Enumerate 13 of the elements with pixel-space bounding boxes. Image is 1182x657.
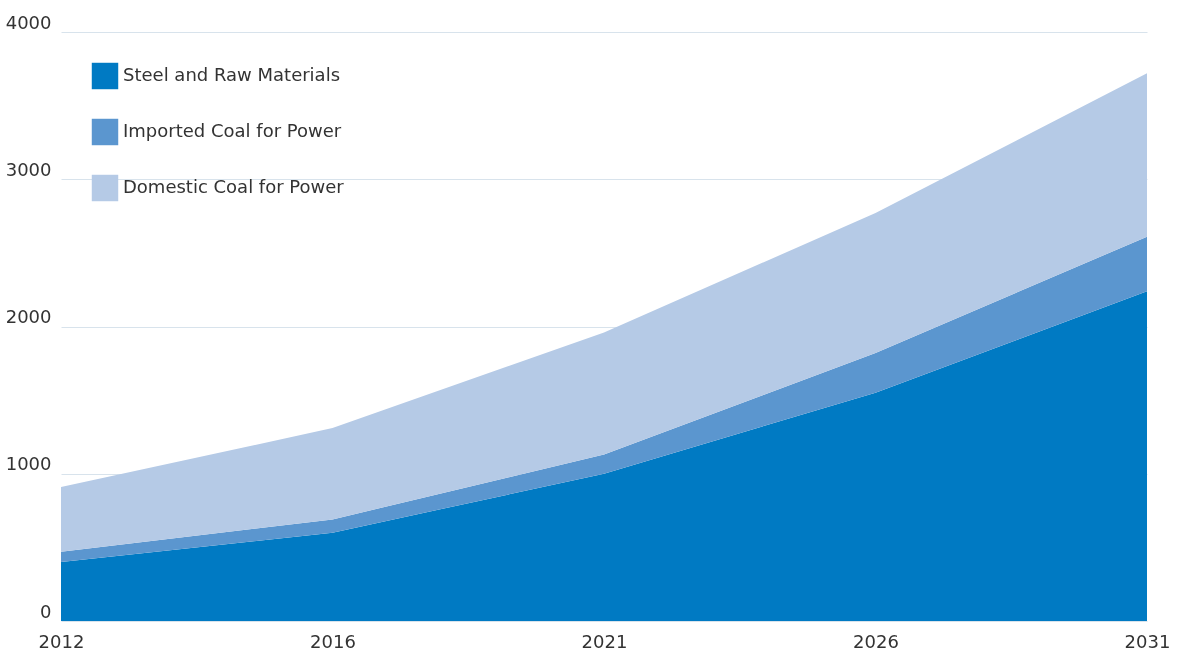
x-tick-label: 2026 — [853, 630, 899, 652]
x-tick-label: 2031 — [1124, 630, 1171, 652]
y-tick-label: 0 — [40, 600, 52, 622]
y-tick-label: 3000 — [5, 158, 52, 180]
x-tick-label: 2012 — [38, 630, 85, 652]
legend-label: Domestic Coal for Power — [123, 176, 345, 197]
y-tick-label: 4000 — [5, 11, 52, 33]
y-tick-label: 1000 — [5, 453, 52, 475]
x-tick-label: 2016 — [310, 630, 356, 652]
y-tick-label: 2000 — [5, 306, 52, 327]
x-tick-label: 2021 — [581, 630, 628, 652]
legend-label: Steel and Raw Materials — [123, 64, 341, 85]
legend-label: Imported Coal for Power — [123, 120, 342, 141]
